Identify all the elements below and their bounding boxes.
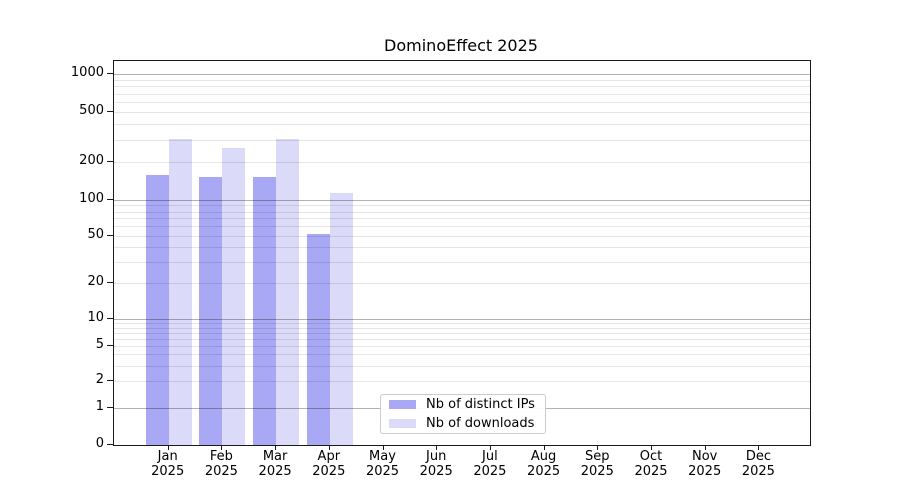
- xtick-label-may: May 2025: [365, 449, 400, 479]
- gridline-30: [114, 262, 810, 264]
- legend: Nb of distinct IPs Nb of downloads: [380, 394, 546, 434]
- xtick-mark-apr: [328, 445, 330, 450]
- ytick-label-10: 10: [87, 310, 104, 325]
- gridline-4: [114, 354, 810, 356]
- legend-swatch-distinct-ips: [389, 400, 416, 409]
- bar-feb-downloads: [222, 147, 246, 445]
- ytick-mark-50: [107, 234, 113, 236]
- chart-title: DominoEffect 2025: [384, 36, 538, 55]
- gridline-80: [114, 211, 810, 213]
- xtick-label-oct: Oct 2025: [634, 449, 668, 479]
- xtick-label-sep: Sep 2025: [580, 449, 614, 479]
- gridline-6: [114, 338, 810, 340]
- bar-jan-downloads: [168, 138, 192, 445]
- gridline-90: [114, 205, 810, 207]
- xtick-label-jun: Jun 2025: [419, 449, 453, 479]
- gridline-400: [114, 124, 810, 126]
- legend-label-downloads: Nb of downloads: [426, 416, 535, 431]
- xtick-mark-oct: [651, 445, 652, 450]
- ytick-label-0: 0: [95, 436, 104, 451]
- xtick-mark-jul: [489, 445, 491, 450]
- gridline-600: [114, 101, 810, 103]
- gridline-300: [114, 139, 810, 141]
- gridline-9: [114, 323, 810, 325]
- gridline-2: [114, 381, 810, 383]
- gridline-20: [114, 283, 810, 285]
- bar-jan-distinct-ips: [145, 174, 169, 445]
- gridline-70: [114, 218, 810, 220]
- xtick-label-aug: Aug 2025: [527, 449, 561, 479]
- gridline-100: [114, 200, 810, 201]
- gridline-800: [114, 86, 810, 88]
- xtick-label-jul: Jul 2025: [473, 449, 507, 479]
- gridline-8: [114, 327, 810, 329]
- ytick-label-200: 200: [79, 153, 104, 169]
- xtick-mark-dec: [758, 445, 760, 450]
- ytick-mark-5: [107, 344, 113, 346]
- bar-apr-distinct-ips: [306, 233, 330, 445]
- gridline-500: [114, 111, 810, 113]
- ytick-mark-100: [107, 199, 113, 200]
- ytick-label-500: 500: [79, 102, 104, 118]
- bar-apr-downloads: [329, 192, 353, 445]
- bar-mar-distinct-ips: [253, 177, 277, 445]
- legend-item-downloads: Nb of downloads: [389, 416, 537, 431]
- xtick-label-dec: Dec 2025: [741, 449, 775, 479]
- gridline-3: [114, 365, 810, 367]
- xtick-label-jan: Jan 2025: [151, 449, 185, 479]
- gridline-7: [114, 332, 810, 334]
- xtick-mark-aug: [543, 445, 545, 450]
- bar-mar-downloads: [276, 138, 300, 445]
- xtick-mark-nov: [704, 445, 706, 450]
- ytick-mark-500: [107, 110, 113, 112]
- gridline-60: [114, 226, 810, 228]
- legend-item-distinct-ips: Nb of distinct IPs: [389, 397, 537, 412]
- gridline-5: [114, 345, 810, 347]
- ytick-label-100: 100: [79, 191, 104, 206]
- xtick-mark-mar: [275, 445, 277, 450]
- xtick-label-nov: Nov 2025: [688, 449, 722, 479]
- ytick-mark-0: [107, 444, 113, 445]
- gridline-40: [114, 247, 810, 249]
- ytick-label-50: 50: [87, 226, 104, 242]
- ytick-mark-1: [107, 407, 113, 408]
- ytick-label-2: 2: [95, 372, 104, 388]
- gridline-900: [114, 79, 810, 81]
- xtick-label-mar: Mar 2025: [258, 449, 292, 479]
- ytick-mark-200: [107, 161, 113, 163]
- legend-swatch-downloads: [389, 419, 416, 428]
- ytick-label-20: 20: [87, 274, 104, 290]
- xtick-mark-feb: [221, 445, 223, 450]
- gridline-1000: [114, 74, 810, 75]
- gridline-50: [114, 235, 810, 237]
- xtick-mark-jan: [167, 445, 169, 450]
- ytick-mark-10: [107, 318, 113, 319]
- xtick-mark-may: [382, 445, 384, 450]
- xtick-label-feb: Feb 2025: [204, 449, 238, 479]
- ytick-label-5: 5: [95, 336, 104, 352]
- ytick-label-1: 1: [95, 399, 104, 414]
- bar-feb-distinct-ips: [199, 177, 223, 445]
- gridline-200: [114, 162, 810, 164]
- xtick-label-apr: Apr 2025: [312, 449, 346, 479]
- plot-area: Nb of distinct IPs Nb of downloads: [113, 60, 811, 446]
- gridline-700: [114, 93, 810, 95]
- xtick-mark-sep: [597, 445, 599, 450]
- legend-label-distinct-ips: Nb of distinct IPs: [426, 397, 535, 412]
- ytick-mark-2: [107, 380, 113, 382]
- xtick-mark-jun: [436, 445, 438, 450]
- ytick-mark-20: [107, 282, 113, 284]
- ytick-label-1000: 1000: [70, 65, 104, 80]
- ytick-mark-1000: [107, 73, 113, 74]
- gridline-10: [114, 319, 810, 320]
